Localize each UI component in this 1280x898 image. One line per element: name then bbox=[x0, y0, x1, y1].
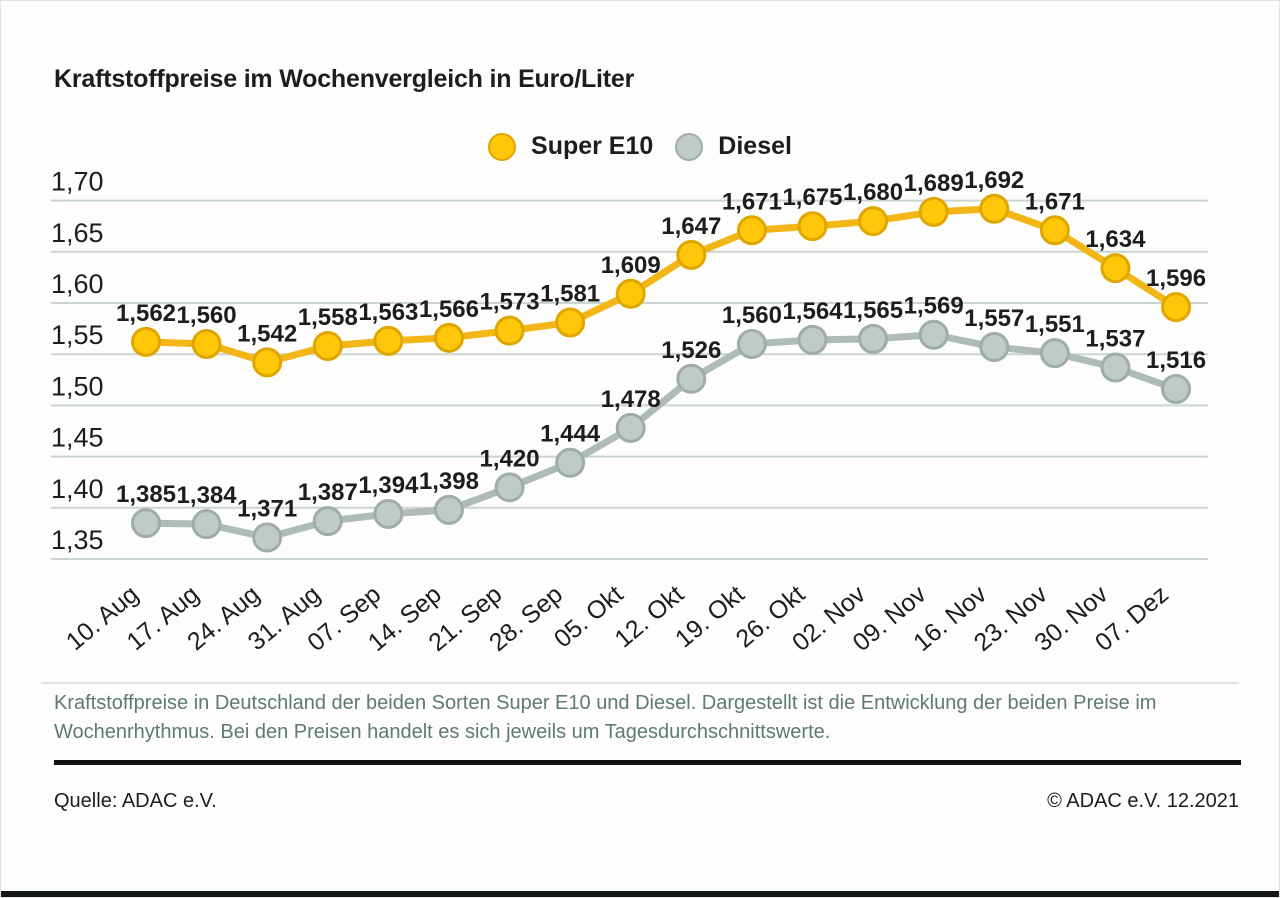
legend-label-super-e10: Super E10 bbox=[531, 132, 654, 160]
chart-description-line1: Kraftstoffpreise in Deutschland der beid… bbox=[54, 692, 1157, 714]
svg-text:1,675: 1,675 bbox=[782, 184, 842, 211]
legend-item-super-e10: Super E10 bbox=[488, 132, 653, 161]
svg-text:1,565: 1,565 bbox=[843, 297, 903, 324]
svg-text:1,647: 1,647 bbox=[661, 213, 721, 240]
svg-text:1,609: 1,609 bbox=[601, 252, 661, 279]
svg-text:1,581: 1,581 bbox=[540, 280, 600, 307]
svg-text:1,671: 1,671 bbox=[722, 188, 782, 215]
svg-text:1,557: 1,557 bbox=[964, 305, 1024, 332]
svg-text:1,40: 1,40 bbox=[51, 474, 104, 504]
svg-text:1,560: 1,560 bbox=[722, 302, 782, 329]
source-label: Quelle: ADAC e.V. bbox=[54, 790, 217, 812]
svg-text:1,35: 1,35 bbox=[51, 525, 104, 555]
svg-text:1,516: 1,516 bbox=[1146, 347, 1206, 374]
svg-text:1,692: 1,692 bbox=[964, 167, 1024, 194]
svg-text:1,60: 1,60 bbox=[51, 269, 104, 299]
svg-text:1,566: 1,566 bbox=[419, 296, 479, 323]
svg-text:1,50: 1,50 bbox=[51, 371, 104, 401]
svg-text:1,387: 1,387 bbox=[298, 479, 358, 506]
copyright-label: © ADAC e.V. 12.2021 bbox=[1047, 790, 1239, 812]
svg-text:1,70: 1,70 bbox=[51, 167, 104, 197]
svg-text:1,542: 1,542 bbox=[237, 320, 297, 347]
svg-text:1,420: 1,420 bbox=[480, 445, 540, 472]
svg-text:1,562: 1,562 bbox=[116, 300, 176, 327]
svg-text:1,551: 1,551 bbox=[1025, 311, 1085, 338]
svg-text:1,537: 1,537 bbox=[1085, 326, 1145, 353]
footer-divider bbox=[54, 760, 1241, 765]
svg-text:12. Okt: 12. Okt bbox=[609, 580, 689, 653]
svg-text:1,371: 1,371 bbox=[237, 495, 297, 522]
svg-text:1,569: 1,569 bbox=[904, 293, 964, 320]
chart-description-line2: Wochenrhythmus. Bei den Preisen handelt … bbox=[54, 721, 831, 743]
svg-text:1,385: 1,385 bbox=[116, 481, 176, 508]
svg-text:1,573: 1,573 bbox=[480, 289, 540, 316]
svg-text:1,478: 1,478 bbox=[601, 386, 661, 413]
page-title: Kraftstoffpreise im Wochenvergleich in E… bbox=[54, 65, 635, 93]
svg-text:1,526: 1,526 bbox=[661, 337, 721, 364]
svg-text:1,384: 1,384 bbox=[177, 482, 238, 509]
chart-description: Kraftstoffpreise in Deutschland der beid… bbox=[54, 689, 1184, 747]
svg-text:1,680: 1,680 bbox=[843, 179, 903, 206]
svg-text:19. Okt: 19. Okt bbox=[670, 580, 750, 653]
svg-text:1,563: 1,563 bbox=[358, 299, 418, 326]
svg-text:1,398: 1,398 bbox=[419, 468, 479, 495]
svg-text:1,634: 1,634 bbox=[1085, 226, 1146, 253]
svg-text:1,55: 1,55 bbox=[51, 320, 104, 350]
svg-text:1,444: 1,444 bbox=[540, 421, 601, 448]
footer: Quelle: ADAC e.V. © ADAC e.V. 12.2021 bbox=[54, 790, 1239, 813]
thin-separator bbox=[41, 682, 1239, 684]
diesel-marker-icon bbox=[675, 132, 704, 161]
svg-text:1,689: 1,689 bbox=[904, 170, 964, 197]
chart-legend: Super E10 Diesel bbox=[1, 132, 1279, 161]
svg-text:1,558: 1,558 bbox=[298, 304, 358, 331]
svg-text:1,596: 1,596 bbox=[1146, 265, 1206, 292]
legend-label-diesel: Diesel bbox=[718, 132, 792, 160]
svg-text:05. Okt: 05. Okt bbox=[549, 580, 629, 653]
svg-text:1,394: 1,394 bbox=[358, 472, 419, 499]
svg-text:1,564: 1,564 bbox=[782, 298, 843, 325]
legend-item-diesel: Diesel bbox=[675, 132, 792, 161]
svg-text:1,560: 1,560 bbox=[177, 302, 237, 329]
svg-text:1,45: 1,45 bbox=[51, 423, 104, 453]
bottom-accent-bar bbox=[1, 891, 1279, 897]
super-e10-marker-icon bbox=[488, 132, 517, 161]
svg-text:1,671: 1,671 bbox=[1025, 188, 1085, 215]
svg-text:1,65: 1,65 bbox=[51, 218, 104, 248]
